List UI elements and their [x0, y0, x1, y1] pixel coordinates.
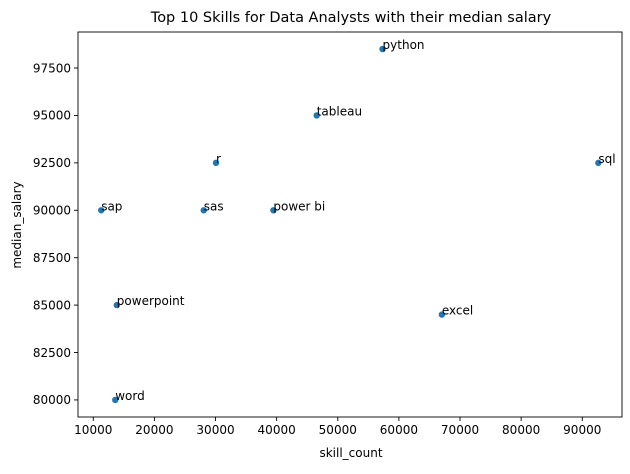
- point-label: sap: [101, 199, 122, 213]
- point-label: tableau: [317, 104, 362, 118]
- x-tick-label: 40000: [258, 423, 296, 437]
- x-tick-label: 30000: [196, 423, 234, 437]
- point-label: python: [383, 38, 425, 52]
- data-point: [98, 207, 105, 214]
- x-tick-label: 80000: [502, 423, 540, 437]
- data-point: [212, 159, 220, 167]
- data-point: [113, 301, 121, 309]
- data-point: [270, 207, 277, 214]
- y-tick-label: 80000: [33, 393, 71, 407]
- x-tick-label: 20000: [135, 423, 173, 437]
- data-point: [200, 207, 207, 214]
- data-point: [112, 396, 119, 404]
- y-tick-label: 92500: [33, 156, 71, 170]
- y-tick-label: 87500: [33, 251, 71, 265]
- y-tick-label: 85000: [33, 298, 71, 312]
- data-point: [379, 45, 386, 53]
- x-axis-label: skill_count: [319, 446, 382, 460]
- y-axis-label: median_salary: [10, 181, 24, 268]
- point-label: sql: [598, 152, 615, 166]
- x-axis-ticks: 10000 20000 30000 40000 50000 60000 70000 80000…: [74, 417, 601, 437]
- y-tick-label: 95000: [33, 109, 71, 123]
- y-tick-label: 82500: [33, 346, 71, 360]
- x-tick-label: 70000: [441, 423, 479, 437]
- point-label: power bi: [273, 199, 325, 213]
- x-tick-label: 10000: [74, 423, 112, 437]
- point-label: excel: [442, 304, 473, 318]
- y-tick-label: 97500: [33, 61, 71, 75]
- y-axis-ticks: 80000 82500 85000 87500 90000 92500 95000 97500: [33, 61, 78, 407]
- data-point: [313, 112, 320, 119]
- plot-frame: [77, 31, 623, 418]
- point-labels: python tableau r sql sap sas power bi powerpoin…: [101, 38, 615, 403]
- data-point: [438, 311, 446, 318]
- y-tick-label: 90000: [33, 204, 71, 218]
- point-label: sas: [204, 199, 224, 213]
- point-label: r: [216, 152, 221, 166]
- chart-title: Top 10 Skills for Data Analysts with the…: [150, 10, 552, 26]
- point-label: word: [115, 389, 144, 403]
- data-point: [595, 159, 602, 167]
- x-tick-label: 90000: [563, 423, 601, 437]
- x-tick-label: 50000: [319, 423, 357, 437]
- data-points: [98, 45, 602, 404]
- plot-area: [77, 31, 623, 418]
- x-tick-label: 60000: [380, 423, 418, 437]
- point-label: powerpoint: [117, 294, 185, 308]
